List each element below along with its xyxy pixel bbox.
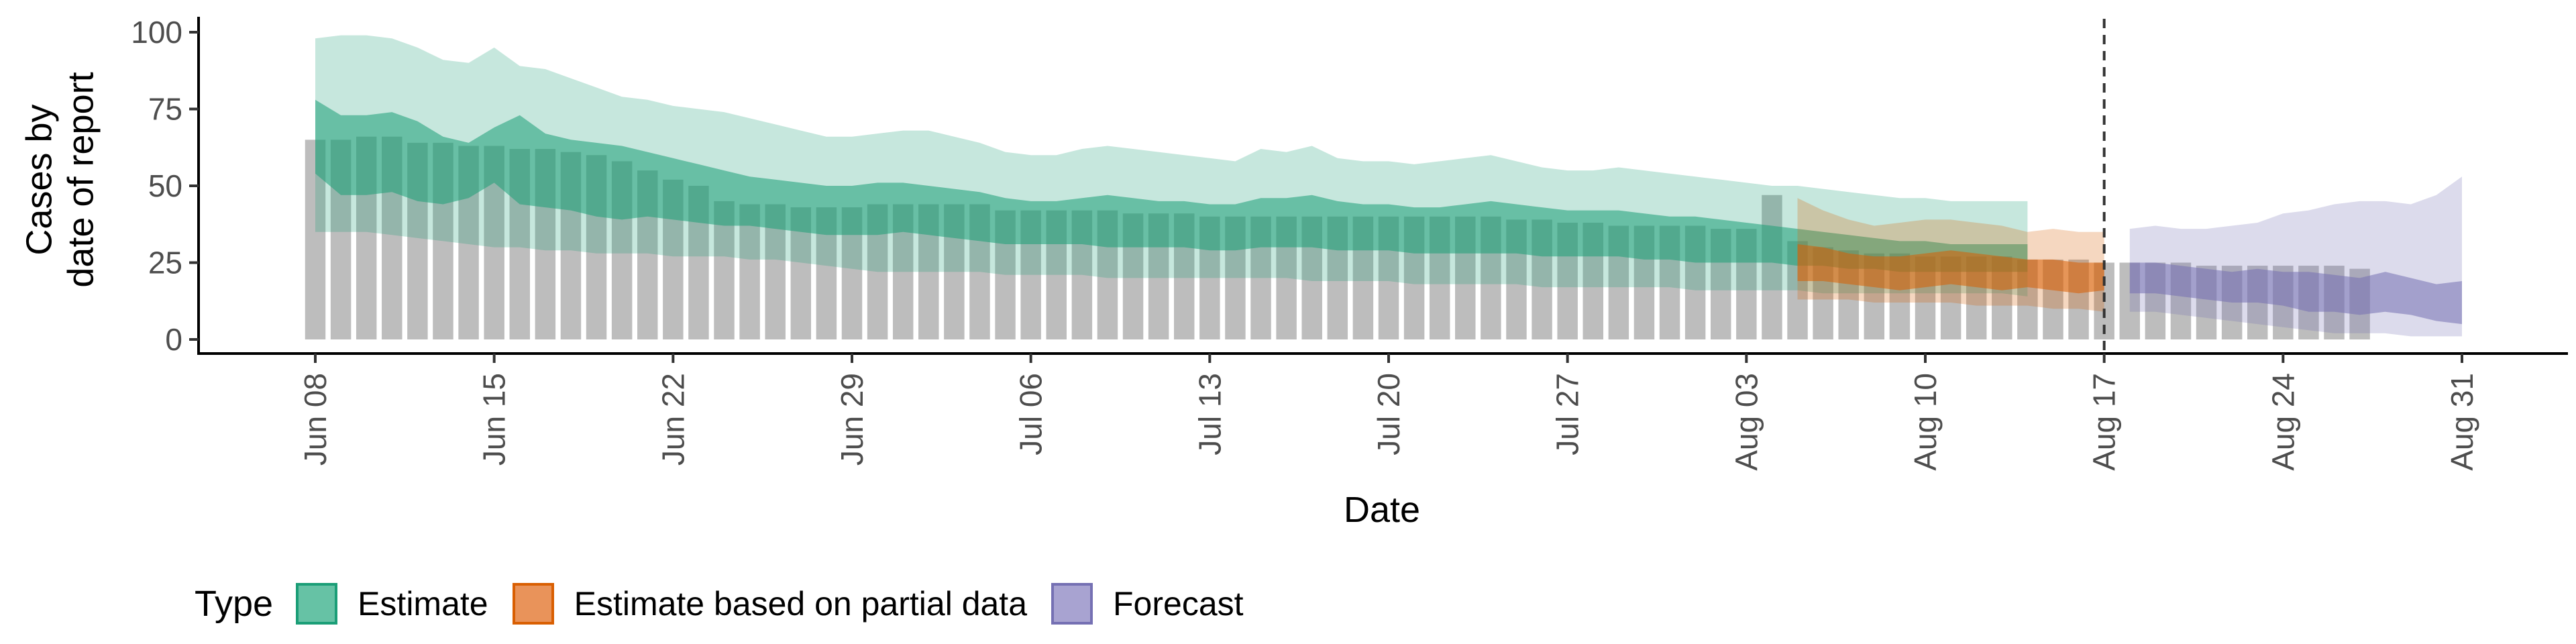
x-ticks: Jun 08 Jun 15 Jun 22 Jun 29 Jul 06 Jul 13 Jul … [298, 354, 2479, 471]
legend-label-estimate: Estimate [358, 585, 488, 623]
y-tick-label: 25 [148, 246, 182, 280]
y-tick-label: 0 [165, 322, 182, 357]
x-tick-label: Jul 27 [1550, 373, 1585, 455]
estimate-based-on-partial-data-band-50 [1797, 244, 2104, 294]
y-tick-label: 50 [148, 168, 182, 203]
x-tick-label: Jun 15 [477, 373, 512, 466]
y-tick-label: 100 [131, 15, 182, 50]
legend-key-partial [512, 583, 554, 625]
y-axis-title-line-2: date of report [61, 72, 101, 288]
legend-item-partial: Estimate based on partial data [512, 583, 1028, 625]
x-tick-label: Aug 17 [2087, 373, 2122, 471]
x-tick-label: Aug 03 [1729, 373, 1764, 471]
x-tick-label: Jul 13 [1192, 373, 1227, 455]
legend-title: Type [195, 584, 274, 624]
reported-cases-bar [739, 204, 760, 339]
estimate-band-50 [315, 99, 2028, 272]
x-tick-label: Jul 20 [1371, 373, 1406, 455]
x-tick-label: Jul 06 [1014, 373, 1049, 455]
y-axis-title: Cases by date of report [13, 52, 107, 307]
forecast-band-50 [2129, 262, 2462, 325]
legend-key-estimate [296, 583, 338, 625]
y-tick-label: 75 [148, 92, 182, 127]
legend-item-forecast: Forecast [1051, 583, 1244, 625]
legend: Type Estimate Estimate based on partial … [195, 580, 1268, 628]
x-tick-label: Aug 31 [2445, 373, 2479, 471]
reported-cases-bar [1762, 195, 1782, 339]
legend-item-estimate: Estimate [296, 583, 488, 625]
legend-label-forecast: Forecast [1113, 585, 1244, 623]
x-tick-label: Jun 22 [655, 373, 690, 466]
x-tick-label: Aug 24 [2265, 373, 2300, 471]
legend-label-partial: Estimate based on partial data [574, 585, 1028, 623]
y-axis-title-line-1: Cases by [19, 104, 60, 256]
legend-key-forecast [1051, 583, 1093, 625]
estimate-bands [315, 35, 2462, 337]
x-tick-label: Jun 29 [835, 373, 869, 466]
x-tick-label: Jun 08 [298, 373, 333, 466]
y-ticks: 0 25 50 75 100 [131, 15, 199, 357]
x-axis-title: Date [1343, 490, 1421, 530]
x-tick-label: Aug 10 [1908, 373, 1943, 471]
